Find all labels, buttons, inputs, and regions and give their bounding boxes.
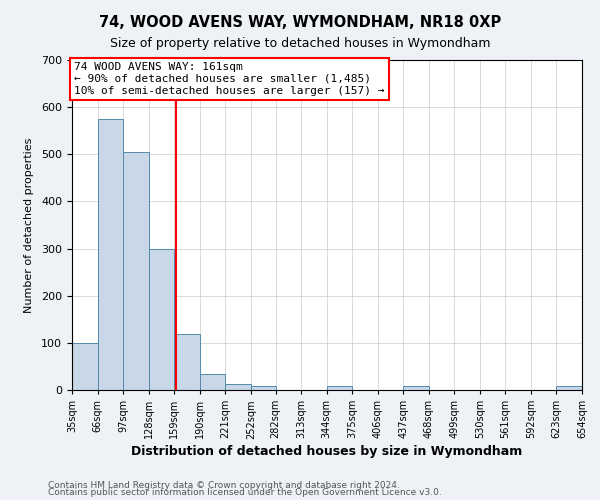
Text: 74, WOOD AVENS WAY, WYMONDHAM, NR18 0XP: 74, WOOD AVENS WAY, WYMONDHAM, NR18 0XP (99, 15, 501, 30)
Bar (72, 343, 98, 390)
Y-axis label: Number of detached properties: Number of detached properties (24, 138, 34, 312)
Bar (251, 386, 275, 390)
Bar (403, 386, 429, 390)
Bar (200, 374, 225, 390)
Bar (123, 152, 149, 390)
X-axis label: Distribution of detached houses by size in Wymondham: Distribution of detached houses by size … (131, 446, 523, 458)
Text: Size of property relative to detached houses in Wymondham: Size of property relative to detached ho… (110, 38, 490, 51)
Bar (326, 386, 352, 390)
Bar (225, 384, 251, 390)
Bar (98, 119, 123, 390)
Text: 74 WOOD AVENS WAY: 161sqm
← 90% of detached houses are smaller (1,485)
10% of se: 74 WOOD AVENS WAY: 161sqm ← 90% of detac… (74, 62, 385, 96)
Bar (174, 334, 200, 390)
Bar (556, 386, 582, 390)
Bar (149, 248, 174, 390)
Text: Contains HM Land Registry data © Crown copyright and database right 2024.: Contains HM Land Registry data © Crown c… (48, 480, 400, 490)
Text: Contains public sector information licensed under the Open Government Licence v3: Contains public sector information licen… (48, 488, 442, 497)
